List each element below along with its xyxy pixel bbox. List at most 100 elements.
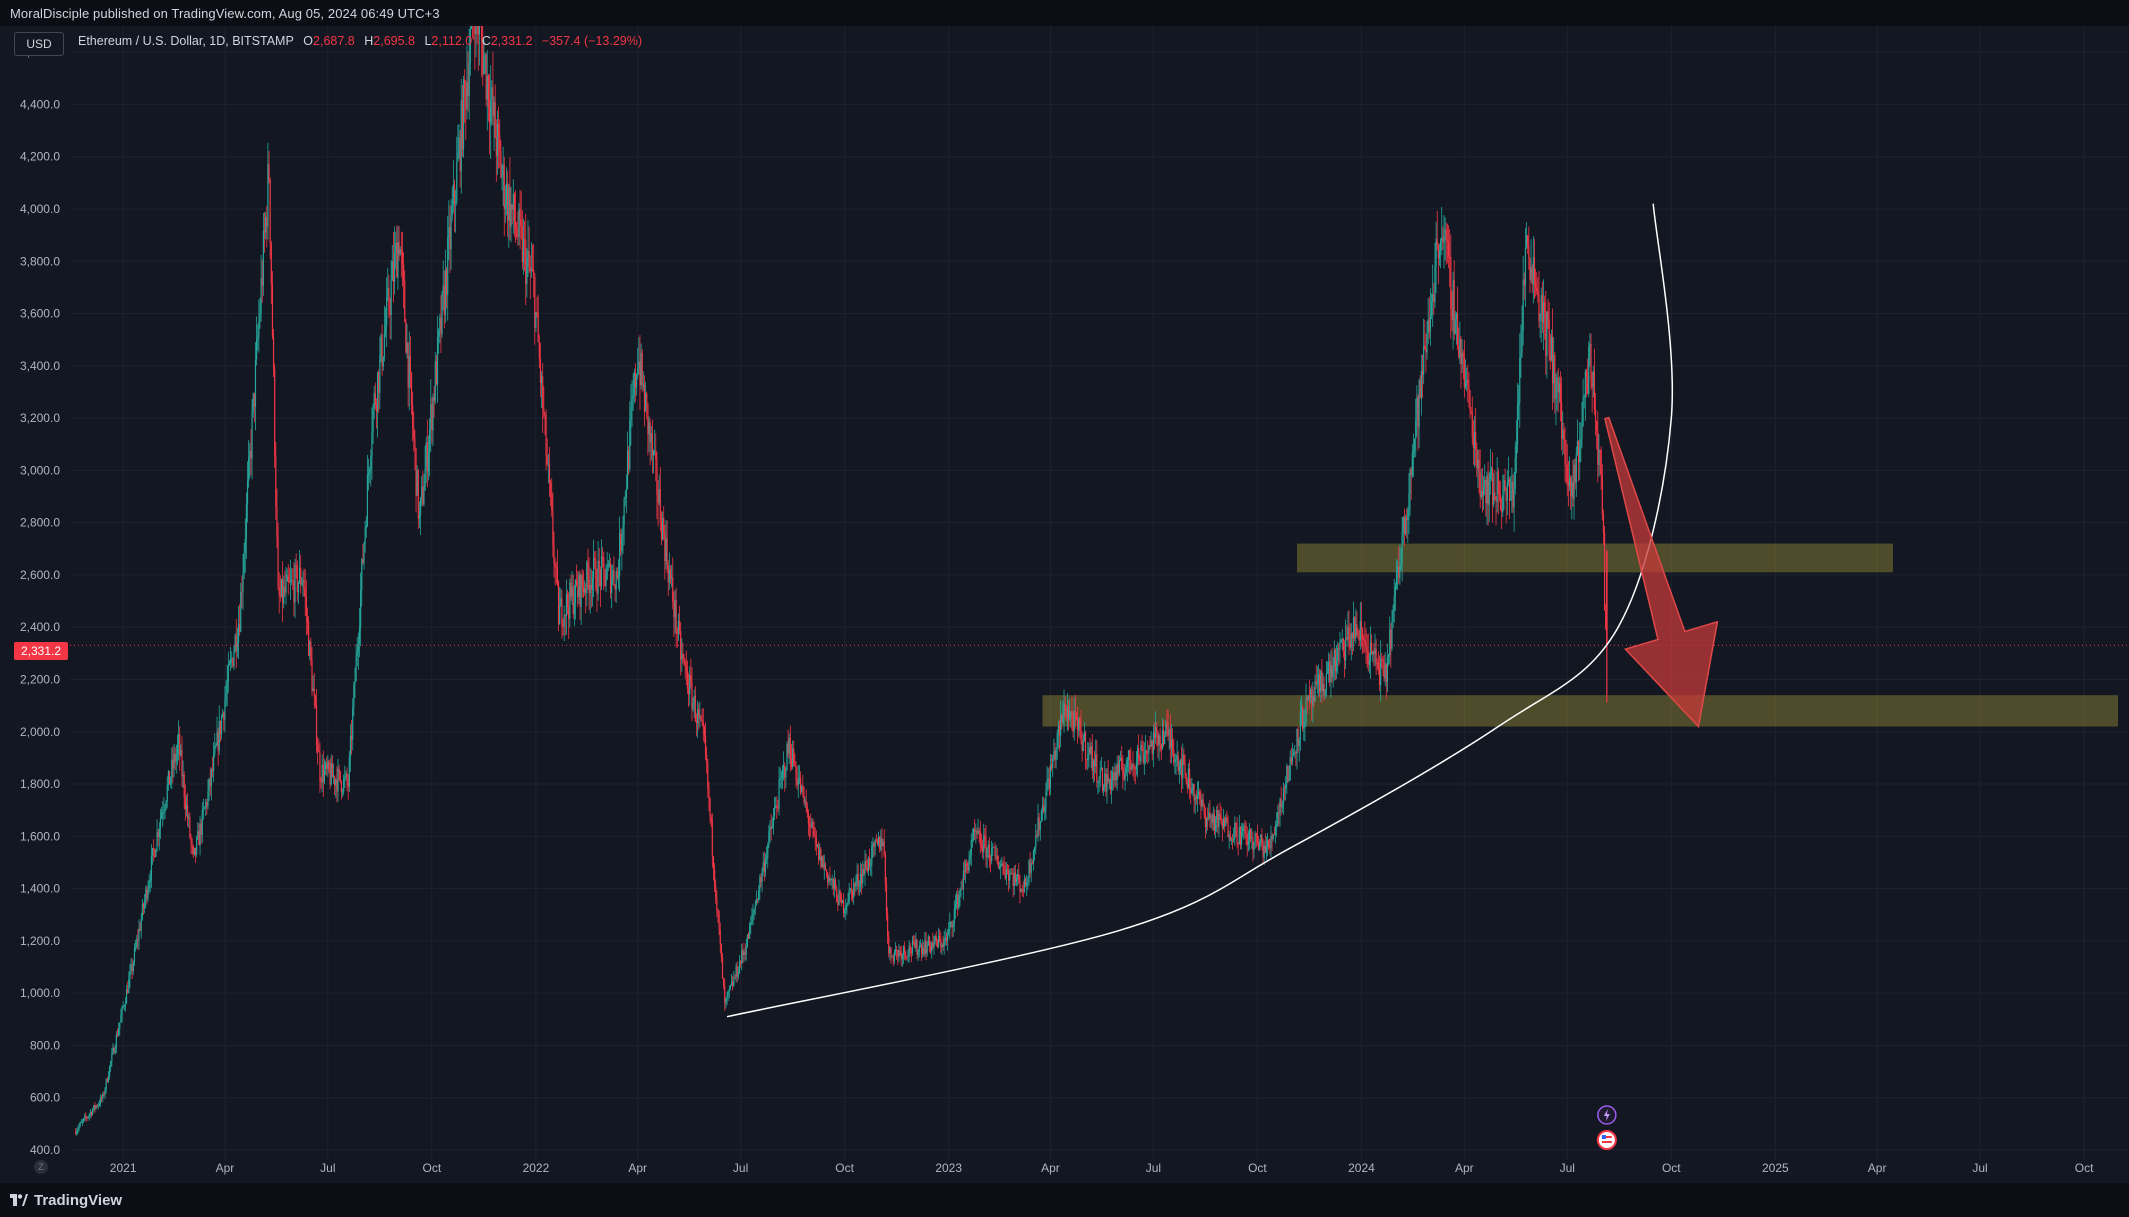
candle-body xyxy=(1359,621,1361,641)
candle-body xyxy=(906,956,908,958)
candle-body xyxy=(399,249,401,255)
candle-body xyxy=(386,297,388,326)
candle-body xyxy=(1444,229,1446,231)
candle-body xyxy=(106,1079,108,1082)
candle-body xyxy=(1170,739,1173,748)
candle-body xyxy=(916,939,918,955)
candle-body xyxy=(1129,750,1131,760)
candle-body xyxy=(275,456,277,507)
candle-body xyxy=(1528,246,1530,259)
candle-body xyxy=(553,545,555,564)
candle-body xyxy=(1143,753,1145,763)
candle-body xyxy=(1092,760,1095,772)
candle-body xyxy=(918,946,920,952)
x-tick-label: 2024 xyxy=(1348,1161,1375,1175)
tradingview-logo[interactable]: TradingView xyxy=(10,1192,122,1209)
candle-body xyxy=(1596,420,1598,431)
candle-body xyxy=(548,463,551,483)
candle-body xyxy=(1557,377,1559,393)
candle-body xyxy=(962,870,964,889)
candle-body xyxy=(638,361,640,369)
candle-body xyxy=(928,936,931,945)
candle-body xyxy=(114,1048,116,1054)
candle-body xyxy=(813,827,815,836)
candle-body xyxy=(239,624,241,632)
candle-body xyxy=(136,938,138,947)
candle-body xyxy=(1463,356,1465,388)
candle-body xyxy=(543,408,545,415)
candle-body xyxy=(919,945,922,947)
x-tick-label: Jul xyxy=(733,1161,748,1175)
candle-body xyxy=(84,1116,86,1119)
candle-body xyxy=(514,221,517,229)
candle-body xyxy=(1012,874,1014,886)
candle-body xyxy=(371,432,373,457)
candle-body xyxy=(1494,492,1496,501)
candle-body xyxy=(1080,725,1082,740)
candle-body xyxy=(600,556,603,587)
candle-body xyxy=(1082,741,1084,751)
candle-body xyxy=(254,359,257,407)
candle-body xyxy=(1177,755,1179,772)
candle-body xyxy=(880,838,882,850)
candle-body xyxy=(129,971,131,980)
candle-body xyxy=(1419,380,1421,398)
candle-body xyxy=(166,784,168,802)
candle-body xyxy=(462,79,465,150)
candle-body xyxy=(232,658,234,667)
candle-body xyxy=(289,580,292,583)
candle-body xyxy=(88,1114,90,1117)
candle-body xyxy=(529,266,531,272)
candle-body xyxy=(995,855,997,857)
candle-body xyxy=(1213,814,1216,831)
candle-body xyxy=(398,241,400,255)
candle-body xyxy=(413,428,415,439)
candle-body xyxy=(332,776,335,778)
candle-body xyxy=(452,184,454,206)
candle-body xyxy=(1504,480,1506,491)
candle-body xyxy=(642,384,644,386)
candle-body xyxy=(1501,509,1503,513)
candle-body xyxy=(193,847,195,855)
zoom-icon[interactable]: Z xyxy=(34,1160,48,1174)
candle-body xyxy=(322,764,324,782)
candle-body xyxy=(1377,663,1380,669)
candle-body xyxy=(954,904,957,910)
candle-body xyxy=(1602,514,1605,533)
candle-body xyxy=(746,934,748,947)
y-tick-label: 1,000.0 xyxy=(20,986,60,1000)
candle-body xyxy=(1533,257,1536,282)
candle-body xyxy=(380,334,382,356)
candle-body xyxy=(1426,332,1428,353)
candle-body xyxy=(1181,759,1183,779)
currency-unit-button[interactable]: USD xyxy=(14,32,64,56)
candle-body xyxy=(626,450,629,489)
x-tick-label: Oct xyxy=(1248,1161,1267,1175)
candle-body xyxy=(1278,812,1280,814)
candle-body xyxy=(935,936,937,942)
candle-body xyxy=(1173,750,1175,763)
candle-body xyxy=(82,1118,85,1121)
candle-body xyxy=(1134,768,1136,770)
candle-body xyxy=(1083,732,1085,742)
candle-body xyxy=(509,187,511,227)
candle-body xyxy=(542,376,544,409)
candle-body xyxy=(758,890,760,900)
candle-body xyxy=(151,848,154,856)
candle-body xyxy=(839,890,841,894)
candle-body xyxy=(159,818,162,829)
symbol-title[interactable]: Ethereum / U.S. Dollar, 1D, BITSTAMP xyxy=(78,34,294,48)
candle-body xyxy=(218,720,220,751)
candle-body xyxy=(704,735,707,755)
candle-body xyxy=(1554,354,1556,399)
candle-body xyxy=(94,1105,96,1109)
candle-body xyxy=(295,565,297,567)
y-tick-label: 2,600.0 xyxy=(20,568,60,582)
candle-body xyxy=(387,288,389,298)
candle-body xyxy=(762,862,764,872)
candle-body xyxy=(260,278,262,313)
candle-body xyxy=(997,863,1000,869)
candle-body xyxy=(1553,354,1555,384)
